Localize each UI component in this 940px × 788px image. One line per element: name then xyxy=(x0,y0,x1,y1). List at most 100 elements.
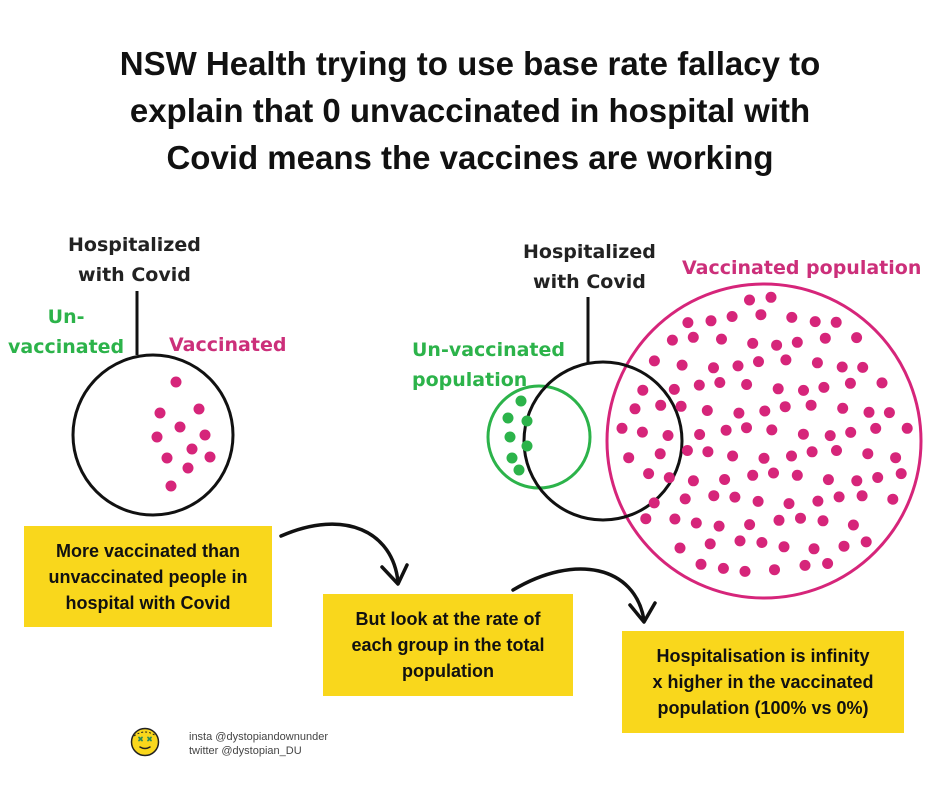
callout-box-1: More vaccinated than unvaccinated people… xyxy=(24,526,272,627)
vaccinated-dot xyxy=(795,512,806,524)
unvaccinated-dot xyxy=(515,395,527,407)
vaccinated-dot xyxy=(182,462,194,474)
vaccinated-dot xyxy=(847,519,859,531)
vaccinated-dot xyxy=(822,474,834,486)
vaccinated-dot xyxy=(682,317,694,329)
vaccinated-dot xyxy=(186,443,198,455)
vaccinated-dot xyxy=(636,426,648,438)
callout-box-3: Hospitalisation is infinity x higher in … xyxy=(622,631,904,733)
vaccinated-dot xyxy=(771,339,783,351)
vaccinated-dot xyxy=(890,452,902,464)
arrow-2 xyxy=(511,567,657,624)
title-line-1: NSW Health trying to use base rate falla… xyxy=(119,45,821,82)
vaccinated-dot xyxy=(170,376,182,388)
insta-handle: insta @dystopiandownunder xyxy=(189,731,328,743)
vaccinated-dot xyxy=(786,311,798,323)
vaccinated-dot xyxy=(887,493,899,505)
vaccinated-dot xyxy=(687,475,699,487)
vaccinated-dot xyxy=(747,337,759,349)
arrow-1 xyxy=(279,522,409,586)
vaccinated-dot xyxy=(856,490,868,502)
vaccinated-dot xyxy=(759,405,771,417)
vaccinated-dot xyxy=(727,450,739,462)
vaccinated-dot xyxy=(779,401,791,413)
vaccinated-dot xyxy=(719,474,731,485)
vaccinated-dot xyxy=(860,536,872,548)
vaccinated-dot xyxy=(819,332,831,344)
unvaccinated-dot xyxy=(506,452,518,464)
vaccinated-dot xyxy=(809,316,821,328)
vaccinated-dot xyxy=(690,517,702,529)
vaccinated-dot xyxy=(648,355,660,367)
vaccinated-dot xyxy=(193,403,205,415)
vaccinated-dot xyxy=(640,513,652,525)
vaccinated-dot xyxy=(863,406,875,418)
vaccinated-dot xyxy=(161,452,173,464)
unvaccinated-dot xyxy=(513,464,525,476)
vaccinated-dot xyxy=(720,424,732,436)
vaccinated-dot xyxy=(204,451,216,463)
twitter-handle: twitter @dystopian_DU xyxy=(189,745,302,757)
vaccinated-dot xyxy=(756,537,768,548)
unvaccinated-dot xyxy=(521,440,533,452)
vaccinated-dot xyxy=(165,480,177,492)
vaccinated-dot xyxy=(876,377,888,389)
vaccinated-dot xyxy=(668,383,680,395)
vaccinated-dot xyxy=(822,558,834,569)
vaccinated-dot xyxy=(729,491,741,503)
title-line-3: Covid means the vaccines are working xyxy=(166,139,774,176)
vaccinated-dot xyxy=(758,452,770,464)
vaccinated-dot xyxy=(783,498,795,510)
vaccinated-dot xyxy=(662,430,674,441)
vaccinated-dot xyxy=(705,315,717,327)
vaccinated-dot xyxy=(637,384,649,396)
vaccinated-dot xyxy=(851,332,863,344)
right-diagram xyxy=(486,282,923,600)
vaccinated-dot xyxy=(830,316,842,328)
vaccinated-dot xyxy=(675,400,687,412)
vaccinated-dot xyxy=(883,407,895,419)
vaccinated-dot xyxy=(870,422,882,434)
title-line-2: explain that 0 unvaccinated in hospital … xyxy=(129,92,811,129)
right-hospital-circle xyxy=(522,360,684,522)
vaccinated-dot xyxy=(734,535,746,547)
vaccinated-dot xyxy=(702,446,714,458)
right-hospitalized-label: Hospitalized with Covid xyxy=(523,241,656,293)
vaccinated-dot xyxy=(669,513,681,525)
unvaccinated-population-circle xyxy=(486,384,592,490)
vaccinated-dot xyxy=(844,377,856,389)
vaccinated-dot xyxy=(744,519,756,531)
vaccinated-dot xyxy=(174,421,186,433)
vaccinated-dot xyxy=(831,445,842,456)
vaccinated-dot xyxy=(773,514,785,526)
vaccinated-dot xyxy=(862,448,874,460)
vaccinated-dot xyxy=(694,429,706,440)
vaccinated-dot xyxy=(714,377,726,388)
vaccinated-dot xyxy=(812,495,824,507)
vaccinated-dot xyxy=(655,399,667,411)
vaccinated-dot xyxy=(679,493,691,505)
vaccinated-dot xyxy=(747,469,759,481)
left-vaccinated-label: Vaccinated xyxy=(169,334,287,356)
vaccinated-dot xyxy=(791,336,803,348)
vaccinated-dot xyxy=(676,359,688,371)
right-unvaccinated-label: Un-vaccinated population xyxy=(412,339,566,391)
vaccinated-dot xyxy=(616,422,628,434)
vaccinated-dot xyxy=(755,309,767,321)
unvaccinated-dots xyxy=(502,395,533,476)
vaccinated-dot xyxy=(837,402,849,414)
vaccinated-dot xyxy=(693,379,705,391)
dizzy-face-icon xyxy=(130,727,160,757)
vaccinated-dot xyxy=(797,428,809,440)
vaccinated-dot xyxy=(766,424,778,436)
vaccinated-dot xyxy=(806,446,818,458)
vaccinated-dot xyxy=(833,491,845,503)
vaccinated-dot xyxy=(752,495,764,507)
unvaccinated-dot xyxy=(504,431,516,443)
vaccinated-dot xyxy=(772,383,784,395)
right-vaccinated-label: Vaccinated population xyxy=(682,257,922,279)
vaccinated-dot xyxy=(701,405,713,416)
vaccinated-dot xyxy=(744,294,755,306)
vaccinated-dot xyxy=(824,430,836,442)
vaccinated-dot xyxy=(199,429,211,441)
